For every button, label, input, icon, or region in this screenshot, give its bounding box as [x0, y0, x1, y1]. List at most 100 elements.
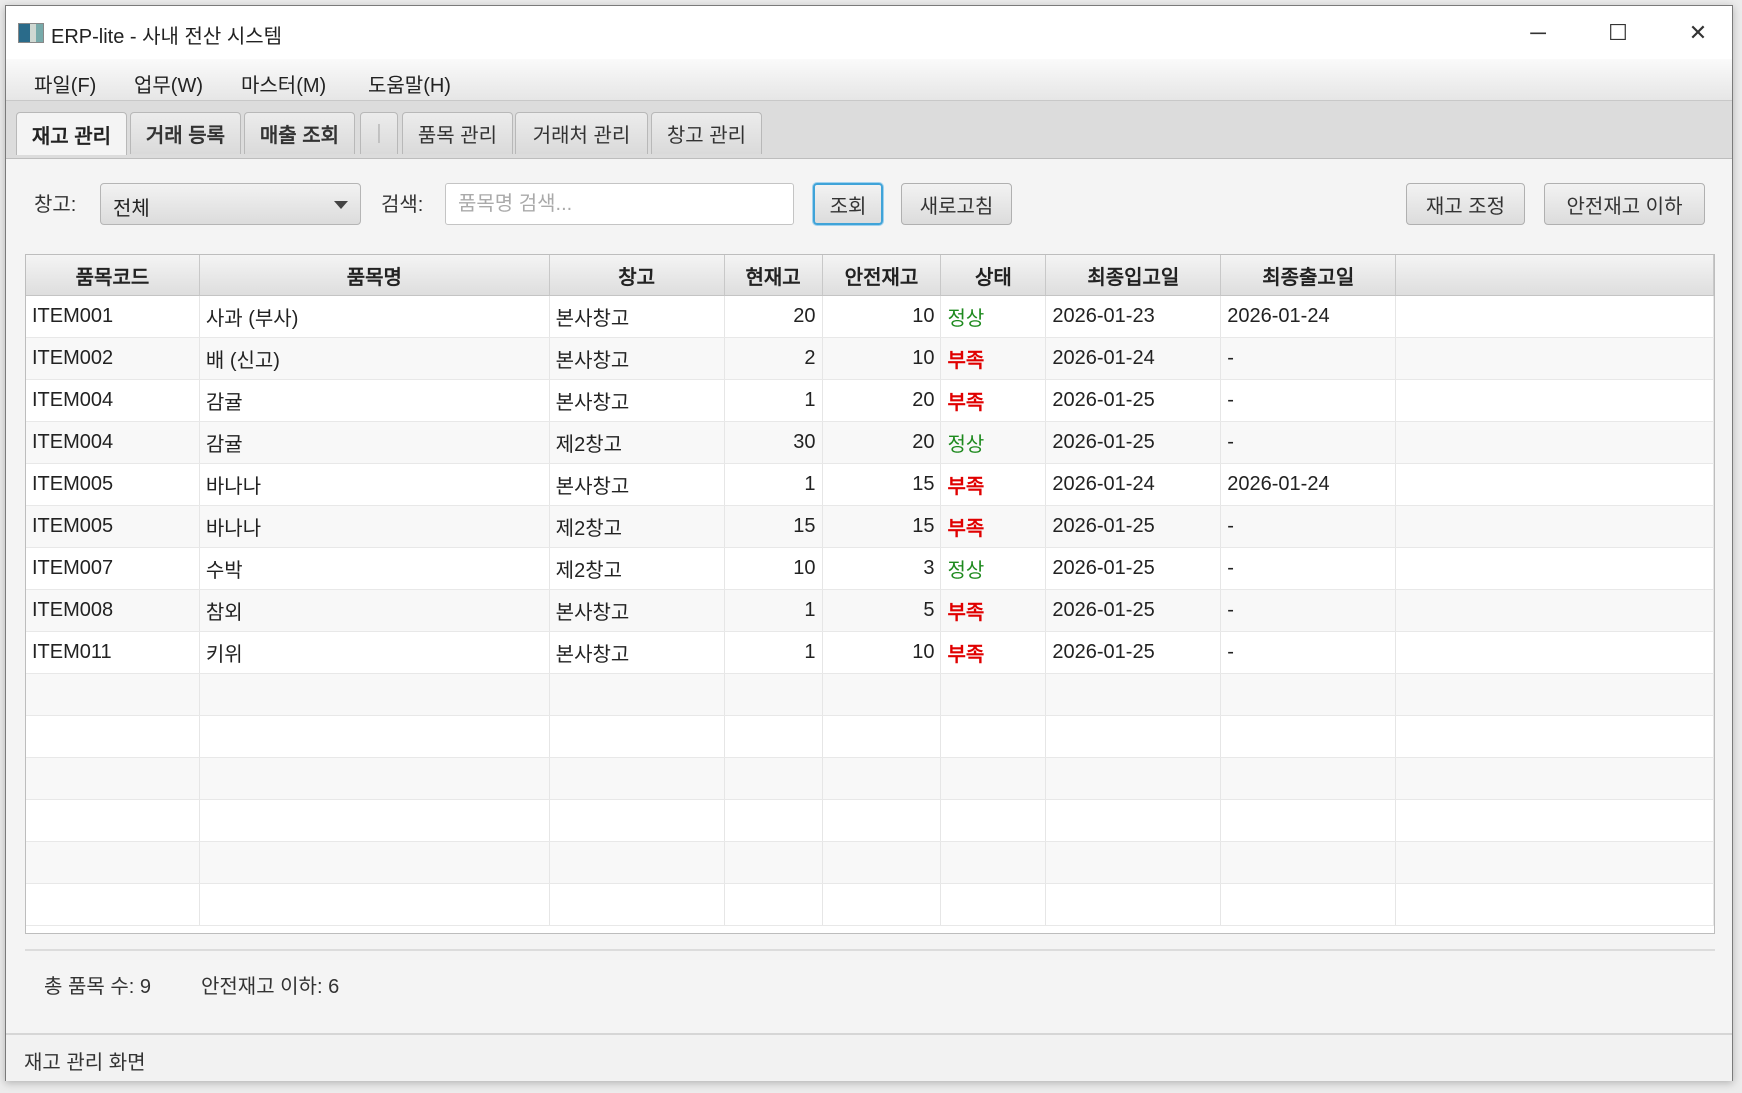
cell-safety-stock: 10 [823, 338, 942, 379]
close-button[interactable]: ✕ [1688, 19, 1708, 45]
table-row[interactable]: ITEM001 사과 (부사) 본사창고 20 10 정상 2026-01-23 2026-0… [26, 296, 1714, 338]
table-row[interactable]: ITEM007 수박 제2창고 10 3 정상 2026-01-25- [26, 548, 1714, 590]
menu-master[interactable]: 마스터(M) [241, 75, 327, 97]
below-safety-button[interactable]: 안전재고 이하 [1544, 183, 1705, 225]
cell-current-stock [725, 800, 823, 841]
cell-safety-stock [823, 842, 942, 883]
tab-partners[interactable]: 거래처 관리 [515, 112, 648, 154]
cell-item-name: 감귤 [200, 380, 550, 421]
cell-last-in-date: 2026-01-25 [1046, 506, 1222, 547]
cell-warehouse [550, 884, 725, 925]
cell-filler [1396, 548, 1714, 589]
tab-warehouses[interactable]: 창고 관리 [651, 112, 762, 154]
cell-last-out-date: - [1221, 548, 1397, 589]
cell-item-name [200, 674, 550, 715]
cell-status [941, 674, 1047, 715]
cell-last-out-date: - [1221, 632, 1397, 673]
cell-last-out-date [1221, 716, 1397, 757]
cell-last-in-date [1046, 716, 1222, 757]
cell-safety-stock: 10 [823, 632, 942, 673]
cell-item-name: 사과 (부사) [200, 296, 550, 337]
cell-status [941, 800, 1047, 841]
tab-separator: | [360, 112, 398, 154]
cell-item-name [200, 716, 550, 757]
cell-filler [1396, 590, 1714, 631]
minimize-button[interactable]: ─ [1530, 19, 1546, 45]
cell-safety-stock: 15 [823, 464, 942, 505]
tab-transaction[interactable]: 거래 등록 [130, 112, 241, 154]
cell-warehouse: 본사창고 [550, 590, 725, 631]
chevron-down-icon [334, 201, 348, 209]
menu-file[interactable]: 파일(F) [34, 75, 97, 97]
column-header-last-in-date[interactable]: 최종입고일 [1046, 255, 1222, 295]
column-header-last-out-date[interactable]: 최종출고일 [1221, 255, 1397, 295]
cell-status: 부족 [941, 464, 1047, 505]
search-input[interactable] [445, 183, 794, 225]
cell-item-code [26, 674, 200, 715]
cell-filler [1396, 800, 1714, 841]
cell-item-code: ITEM002 [26, 338, 200, 379]
app-window: ERP-lite - 사내 전산 시스템 ─ ☐ ✕ 파일(F) 업무(W) 마… [5, 5, 1733, 1081]
table-row[interactable]: ITEM002 배 (신고) 본사창고 2 10 부족 2026-01-24- [26, 338, 1714, 380]
column-header-item-code[interactable]: 품목코드 [26, 255, 200, 295]
cell-last-in-date: 2026-01-25 [1046, 590, 1222, 631]
column-header-warehouse[interactable]: 창고 [550, 255, 725, 295]
table-row[interactable]: ITEM004 감귤 제2창고 30 20 정상 2026-01-25- [26, 422, 1714, 464]
cell-last-out-date [1221, 884, 1397, 925]
inventory-table[interactable]: 품목코드 품목명 창고 현재고 안전재고 상태 최종입고일 최종출고일 ITEM001 사과 (… [25, 254, 1715, 934]
table-row[interactable]: ITEM008 참외 본사창고 1 5 부족 2026-01-25- [26, 590, 1714, 632]
cell-current-stock: 10 [725, 548, 823, 589]
cell-filler [1396, 506, 1714, 547]
adjust-stock-button[interactable]: 재고 조정 [1406, 183, 1525, 225]
cell-item-code [26, 884, 200, 925]
column-header-status[interactable]: 상태 [941, 255, 1047, 295]
refresh-button[interactable]: 새로고침 [901, 183, 1012, 225]
cell-item-code: ITEM005 [26, 464, 200, 505]
cell-filler [1396, 758, 1714, 799]
cell-item-code [26, 800, 200, 841]
cell-item-name [200, 800, 550, 841]
cell-filler [1396, 716, 1714, 757]
cell-item-name [200, 758, 550, 799]
cell-current-stock: 1 [725, 590, 823, 631]
tab-sales[interactable]: 매출 조회 [244, 112, 355, 154]
cell-safety-stock: 20 [823, 380, 942, 421]
cell-warehouse: 제2창고 [550, 422, 725, 463]
tab-inventory[interactable]: 재고 관리 [16, 112, 127, 155]
table-row[interactable]: ITEM004 감귤 본사창고 1 20 부족 2026-01-25- [26, 380, 1714, 422]
table-row[interactable]: ITEM005 바나나 제2창고 15 15 부족 2026-01-25- [26, 506, 1714, 548]
query-button[interactable]: 조회 [813, 183, 883, 225]
cell-last-out-date: - [1221, 422, 1397, 463]
cell-last-in-date [1046, 758, 1222, 799]
empty-row [26, 716, 1714, 758]
cell-status [941, 884, 1047, 925]
menu-bar: 파일(F) 업무(W) 마스터(M) 도움말(H) [6, 59, 1732, 101]
menu-help[interactable]: 도움말(H) [368, 75, 451, 97]
cell-current-stock [725, 716, 823, 757]
cell-filler [1396, 884, 1714, 925]
table-header: 품목코드 품목명 창고 현재고 안전재고 상태 최종입고일 최종출고일 [26, 255, 1714, 296]
below-safety-count: 안전재고 이하: 6 [201, 976, 340, 998]
cell-status [941, 758, 1047, 799]
table-row[interactable]: ITEM005 바나나 본사창고 1 15 부족 2026-01-24 2026-01-24 [26, 464, 1714, 506]
cell-warehouse: 본사창고 [550, 632, 725, 673]
total-count: 총 품목 수: 9 [44, 976, 151, 998]
column-header-safety-stock[interactable]: 안전재고 [823, 255, 942, 295]
column-header-current-stock[interactable]: 현재고 [725, 255, 823, 295]
empty-row [26, 800, 1714, 842]
status-bar: 재고 관리 화면 [6, 1033, 1732, 1081]
cell-item-name: 참외 [200, 590, 550, 631]
cell-item-code: ITEM004 [26, 380, 200, 421]
warehouse-select[interactable]: 전체 [100, 183, 361, 225]
cell-warehouse: 본사창고 [550, 380, 725, 421]
cell-filler [1396, 380, 1714, 421]
maximize-button[interactable]: ☐ [1608, 19, 1628, 45]
cell-current-stock [725, 758, 823, 799]
column-header-item-name[interactable]: 품목명 [200, 255, 550, 295]
column-header-filler [1396, 255, 1714, 295]
cell-last-out-date [1221, 758, 1397, 799]
tab-items[interactable]: 품목 관리 [402, 112, 513, 154]
table-body: ITEM001 사과 (부사) 본사창고 20 10 정상 2026-01-23 2026-0… [26, 296, 1714, 926]
table-row[interactable]: ITEM011 키위 본사창고 1 10 부족 2026-01-25- [26, 632, 1714, 674]
menu-work[interactable]: 업무(W) [134, 75, 203, 97]
